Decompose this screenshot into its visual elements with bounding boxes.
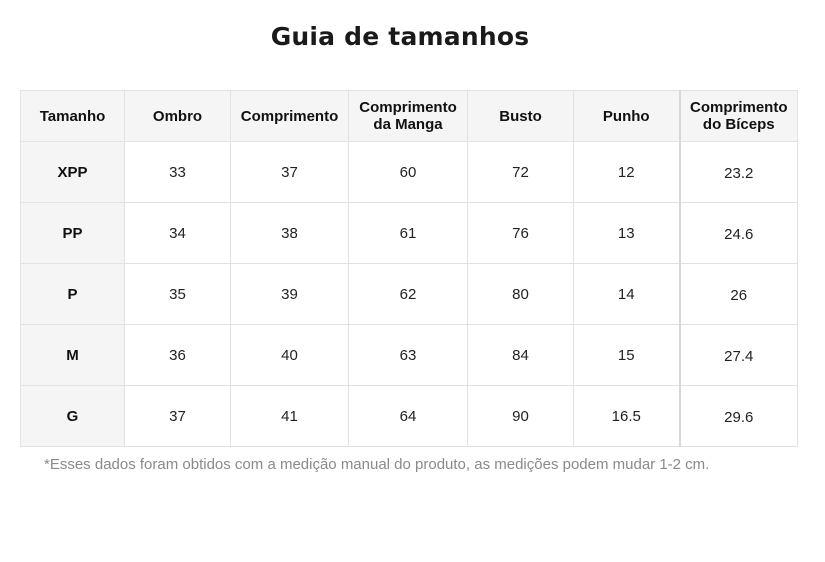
bust-cell: 90	[467, 385, 574, 447]
cuff-cell: 14	[573, 263, 680, 325]
header-bust: Busto	[467, 90, 574, 142]
header-sleeve-length: Comprimento da Manga	[348, 90, 468, 142]
measurement-footnote: *Esses dados foram obtidos com a medição…	[44, 456, 710, 473]
sleeve-cell: 60	[348, 141, 468, 203]
table-row: G 37 41 64 90 16.5 29.6	[20, 385, 798, 447]
size-chart-table: Tamanho Ombro Comprimento Comprimento da …	[20, 90, 798, 447]
shoulder-cell: 34	[124, 202, 231, 264]
biceps-cell: 24.6	[678, 202, 798, 264]
bust-cell: 72	[467, 141, 574, 203]
header-length: Comprimento	[230, 90, 349, 142]
table-header-row: Tamanho Ombro Comprimento Comprimento da …	[20, 90, 798, 142]
header-shoulder: Ombro	[124, 90, 231, 142]
length-cell: 37	[230, 141, 349, 203]
header-size: Tamanho	[20, 90, 125, 142]
cuff-cell: 15	[573, 324, 680, 386]
bust-cell: 84	[467, 324, 574, 386]
bust-cell: 80	[467, 263, 574, 325]
length-cell: 41	[230, 385, 349, 447]
page-title: Guia de tamanhos	[270, 22, 530, 51]
length-cell: 40	[230, 324, 349, 386]
header-cuff: Punho	[573, 90, 680, 142]
biceps-cell: 27.4	[678, 324, 798, 386]
biceps-cell: 29.6	[678, 385, 798, 447]
sleeve-cell: 63	[348, 324, 468, 386]
header-biceps-length: Comprimento do Bíceps	[678, 90, 798, 142]
table-row: M 36 40 63 84 15 27.4	[20, 324, 798, 386]
size-cell: PP	[20, 202, 125, 264]
length-cell: 38	[230, 202, 349, 264]
shoulder-cell: 33	[124, 141, 231, 203]
size-cell: G	[20, 385, 125, 447]
cuff-cell: 13	[573, 202, 680, 264]
table-row: XPP 33 37 60 72 12 23.2	[20, 141, 798, 203]
shoulder-cell: 36	[124, 324, 231, 386]
length-cell: 39	[230, 263, 349, 325]
shoulder-cell: 37	[124, 385, 231, 447]
bust-cell: 76	[467, 202, 574, 264]
table-row: PP 34 38 61 76 13 24.6	[20, 202, 798, 264]
biceps-cell: 26	[678, 263, 798, 325]
size-cell: XPP	[20, 141, 125, 203]
cuff-cell: 16.5	[573, 385, 680, 447]
sleeve-cell: 62	[348, 263, 468, 325]
size-cell: P	[20, 263, 125, 325]
cuff-cell: 12	[573, 141, 680, 203]
table-row: P 35 39 62 80 14 26	[20, 263, 798, 325]
shoulder-cell: 35	[124, 263, 231, 325]
size-cell: M	[20, 324, 125, 386]
biceps-cell: 23.2	[678, 141, 798, 203]
sleeve-cell: 64	[348, 385, 468, 447]
sleeve-cell: 61	[348, 202, 468, 264]
